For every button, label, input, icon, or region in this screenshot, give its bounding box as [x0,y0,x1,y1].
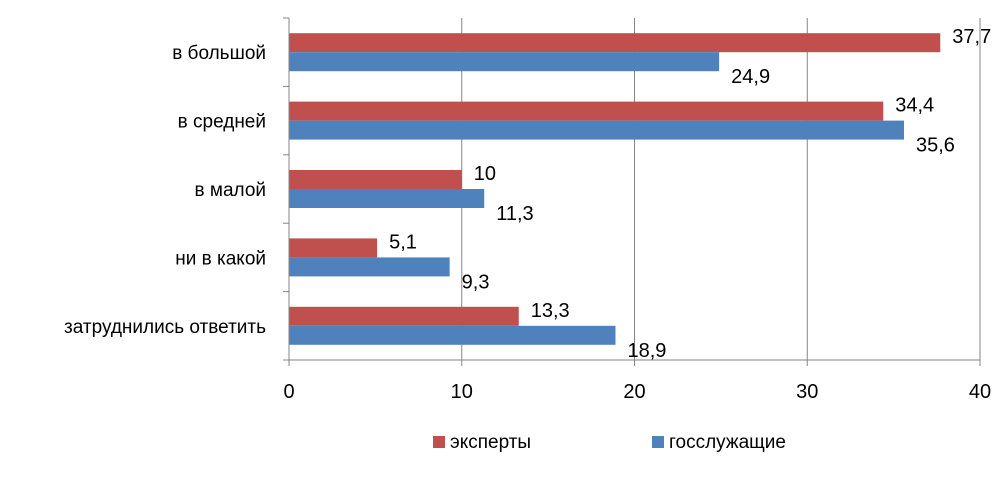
data-label: 9,3 [462,271,490,293]
data-label: 11,3 [496,203,533,225]
x-tick-label-40: 40 [969,381,991,403]
category-label: в малой [195,180,266,201]
category-label: в большой [172,43,266,64]
data-label: 34,4 [895,95,934,117]
bar-officials [289,120,904,140]
x-tick-label-0: 0 [283,381,294,403]
bar-officials [289,189,485,208]
data-label: 10 [474,163,496,185]
category-label: ни в какой [175,248,266,269]
legend-swatch [652,436,664,448]
data-label: 18,9 [627,340,666,362]
data-label: 13,3 [531,300,570,322]
data-label: 35,6 [916,135,955,157]
data-label: 24,9 [731,66,770,88]
legend-label: эксперты [450,432,531,453]
legend-swatch [433,436,445,448]
x-tick-label-20: 20 [623,381,645,403]
bars [289,33,941,345]
bar-officials [289,325,616,345]
category-label: затруднились ответить [64,317,266,338]
legend-label: госслужащие [669,432,786,453]
data-label: 5,1 [389,231,417,253]
bar-officials [289,52,720,72]
bar-experts [289,101,884,121]
legend-item-officials: госслужащие [652,432,786,453]
bar-officials [289,257,450,277]
bar-experts [289,238,378,258]
labels: 0 10 20 30 40 в большой 37,7 24,9 в средней 34,4 3… [64,26,991,403]
x-tick-label-10: 10 [451,381,473,403]
axes [283,17,981,366]
bar-experts [289,170,462,189]
data-label: 37,7 [952,26,991,48]
bar-experts [289,306,519,326]
bar-experts [289,33,941,53]
x-tick-label-30: 30 [796,381,818,403]
legend: эксперты госслужащие [433,432,786,453]
category-label: в средней [178,112,266,133]
legend-item-experts: эксперты [433,432,531,453]
